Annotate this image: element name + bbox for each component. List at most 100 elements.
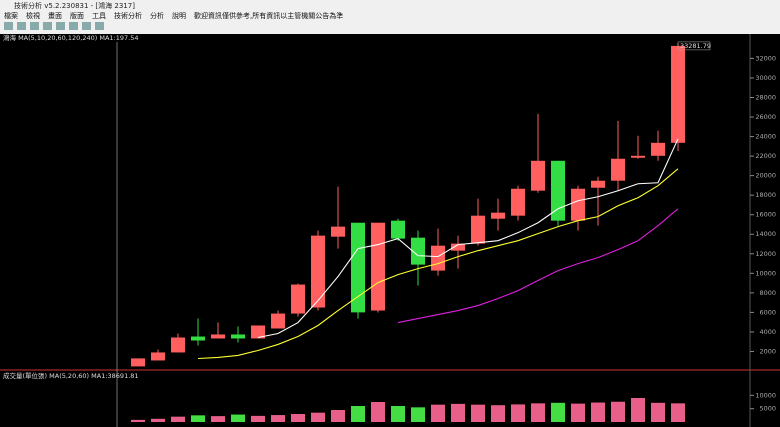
tool[interactable]	[69, 22, 78, 30]
candle-body	[371, 222, 385, 311]
menu-item[interactable]: 檢視	[26, 12, 40, 20]
volume-bar	[131, 419, 145, 422]
y-tick-label: 32000	[755, 54, 776, 62]
candle-body	[191, 336, 205, 341]
volume-bar	[651, 402, 665, 422]
volume-bar	[431, 404, 445, 422]
tool[interactable]	[4, 22, 13, 30]
volume-bar	[531, 403, 545, 422]
volume-bar	[391, 406, 405, 422]
candle-body	[431, 245, 445, 271]
chart-legend: 鴻海 MA(5,10,20,60,120,240) MA1:197.54	[3, 34, 138, 42]
candle-body	[251, 325, 265, 339]
candle-body	[291, 284, 305, 314]
last-price-box	[677, 41, 711, 51]
y-tick-label: 5000	[759, 405, 776, 413]
candle-body	[571, 188, 585, 221]
candle-body	[391, 220, 405, 239]
volume-bar	[371, 402, 385, 422]
candle-body	[451, 243, 465, 251]
menu-item[interactable]: 工具	[92, 12, 106, 20]
tool[interactable]	[17, 22, 26, 30]
menu-item[interactable]: 版面	[70, 12, 84, 20]
candle-body	[491, 212, 505, 219]
candle-body	[331, 226, 345, 237]
y-tick-label: 4000	[759, 328, 776, 336]
y-tick-label: 26000	[755, 113, 776, 121]
y-tick-label: 20000	[755, 172, 776, 180]
volume-bar	[151, 418, 165, 422]
volume-bar	[211, 416, 225, 422]
candle-body	[651, 142, 665, 156]
menu-item[interactable]: 畫面	[48, 12, 62, 20]
candle-body	[591, 180, 605, 188]
volume-bar	[271, 415, 285, 422]
menu-item[interactable]: 歡迎資訊僅供參考,所有資訊以主管機關公告為準	[194, 12, 344, 20]
y-tick-label: 24000	[755, 133, 776, 141]
candle-body	[171, 337, 185, 353]
volume-bar	[351, 406, 365, 422]
volume-bar	[511, 404, 525, 422]
y-tick-label: 6000	[759, 308, 776, 316]
y-tick-label: 10000	[755, 269, 776, 277]
candle-body	[351, 222, 365, 313]
y-tick-label: 28000	[755, 93, 776, 101]
candle-body	[231, 334, 245, 339]
volume-bar	[471, 404, 485, 422]
y-tick-label: 18000	[755, 191, 776, 199]
menu-item[interactable]: 檔案	[4, 12, 18, 20]
volume-bar	[411, 407, 425, 422]
candle-body	[211, 334, 225, 339]
volume-bar	[611, 401, 625, 422]
tool[interactable]	[82, 22, 91, 30]
volume-bar	[631, 398, 645, 422]
volume-bar	[491, 405, 505, 422]
y-tick-label: 2000	[759, 347, 776, 355]
tool[interactable]	[56, 22, 65, 30]
candle-body	[411, 237, 425, 265]
y-tick-label: 10000	[755, 391, 776, 399]
menu-item[interactable]: 分析	[150, 12, 164, 20]
volume-bar	[551, 402, 565, 422]
toolbar	[4, 22, 104, 30]
menu-bar: 檔案 檢視 畫面 版面 工具 技術分析 分析 說明 歡迎資訊僅供參考,所有資訊以主管機關公告為準	[4, 11, 343, 21]
volume-bar	[191, 415, 205, 422]
y-tick-label: 30000	[755, 74, 776, 82]
volume-bar	[291, 414, 305, 422]
y-tick-label: 16000	[755, 211, 776, 219]
volume-bar	[671, 403, 685, 422]
volume-bar	[451, 403, 465, 422]
volume-bar	[571, 403, 585, 422]
volume-bar	[231, 414, 245, 422]
window-chrome: 技術分析 v5.2.230831 - [鴻海 2317] 檔案 檢視 畫面 版面 工具技…	[0, 0, 780, 34]
candle-body	[271, 313, 285, 329]
y-tick-label: 22000	[755, 152, 776, 160]
ma-line	[397, 208, 679, 324]
tool[interactable]	[95, 22, 104, 30]
volume-bar	[311, 412, 325, 422]
y-tick-label: 8000	[759, 289, 776, 297]
volume-bar	[171, 416, 185, 422]
volume-bar	[591, 402, 605, 422]
tool[interactable]	[43, 22, 52, 30]
window-title: 技術分析 v5.2.230831 - [鴻海 2317]	[14, 2, 135, 10]
candle-body	[151, 352, 165, 361]
menu-item[interactable]: 技術分析	[114, 12, 142, 20]
candle-body	[611, 158, 625, 181]
candle-body	[131, 358, 145, 367]
menu-item[interactable]: 說明	[172, 12, 186, 20]
candle-body	[671, 45, 685, 143]
candle-body	[631, 155, 645, 158]
tool[interactable]	[30, 22, 39, 30]
y-tick-label: 14000	[755, 230, 776, 238]
ma-line	[197, 168, 679, 360]
chart: 鴻海 MA(5,10,20,60,120,240) MA1:197.54 成交量…	[0, 34, 780, 427]
y-tick-label: 12000	[755, 250, 776, 258]
candle-body	[311, 235, 325, 308]
volume-legend: 成交量(單位張) MA(5,20,60) MA1:38691.81	[3, 371, 139, 380]
last-price-label: 33281.79	[680, 42, 711, 50]
candle-body	[471, 215, 485, 244]
candle-body	[511, 188, 525, 216]
candle-body	[551, 160, 565, 221]
